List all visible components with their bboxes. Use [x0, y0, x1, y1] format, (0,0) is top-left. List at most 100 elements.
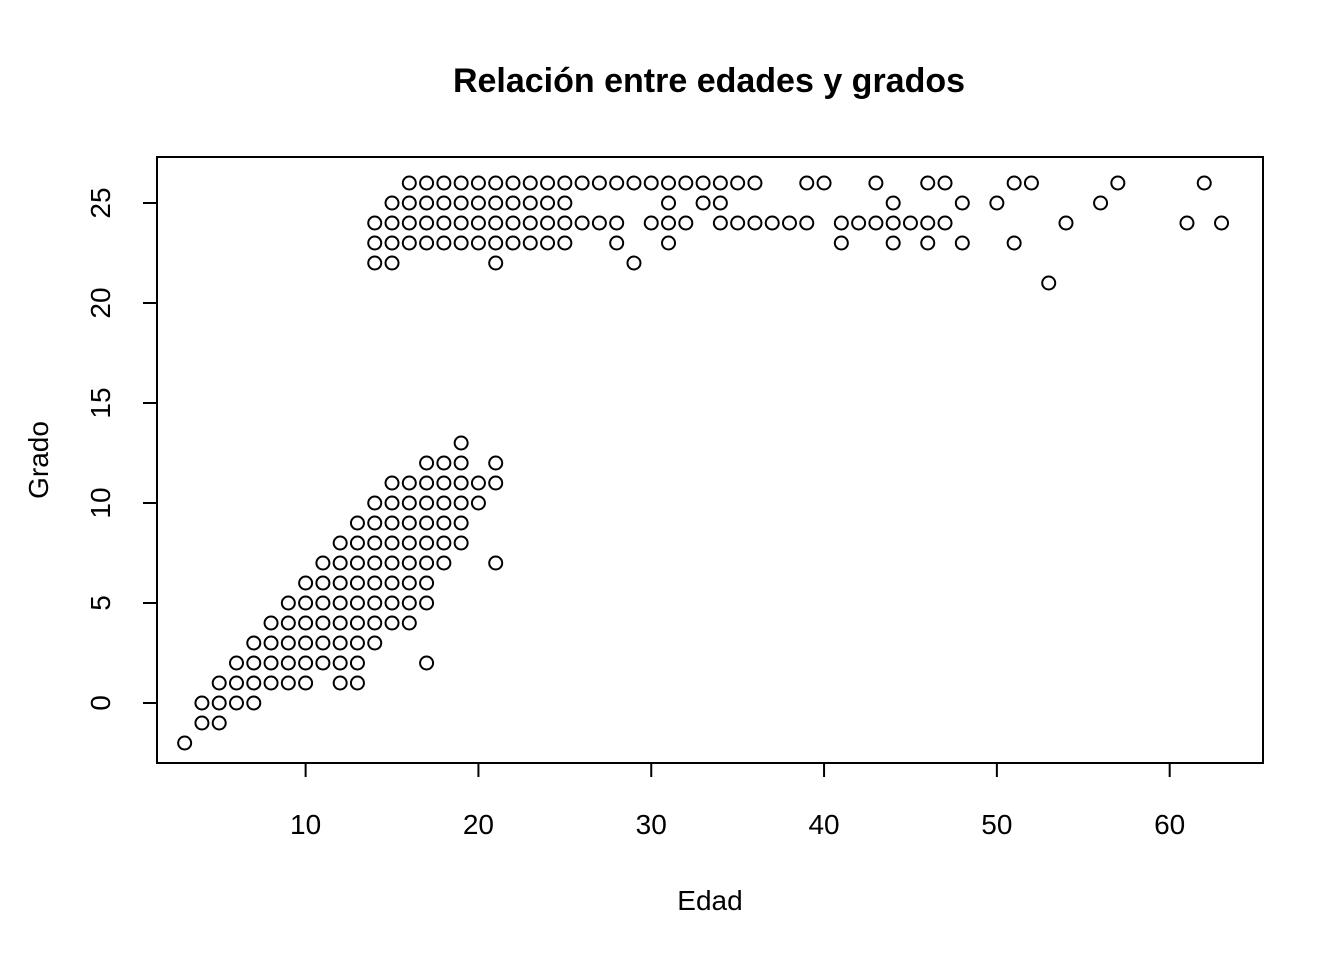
y-tick-label: 20 [85, 287, 116, 318]
data-point [436, 555, 452, 571]
data-point [384, 255, 400, 271]
data-point [730, 215, 746, 231]
data-point [419, 575, 435, 591]
data-point [470, 495, 486, 511]
data-point [695, 195, 711, 211]
data-points [177, 175, 1230, 751]
data-point [419, 535, 435, 551]
data-point [367, 635, 383, 651]
data-point [298, 615, 314, 631]
data-point [436, 475, 452, 491]
data-point [194, 715, 210, 731]
data-point [989, 195, 1005, 211]
data-point [349, 515, 365, 531]
data-point [453, 455, 469, 471]
data-point [384, 535, 400, 551]
data-point [868, 215, 884, 231]
data-point [488, 555, 504, 571]
data-point [453, 475, 469, 491]
data-point [384, 555, 400, 571]
data-point [419, 475, 435, 491]
data-point [401, 235, 417, 251]
data-point [315, 655, 331, 671]
data-point [470, 175, 486, 191]
data-point [367, 615, 383, 631]
data-point [522, 235, 538, 251]
data-point [436, 215, 452, 231]
data-point [298, 655, 314, 671]
y-axis-label: Grado [23, 421, 54, 499]
data-point [419, 655, 435, 671]
data-point [401, 535, 417, 551]
data-point [470, 215, 486, 231]
data-point [401, 595, 417, 611]
data-point [367, 535, 383, 551]
data-point [591, 215, 607, 231]
data-point [367, 215, 383, 231]
data-point [246, 675, 262, 691]
y-tick-label: 15 [85, 387, 116, 418]
data-point [505, 235, 521, 251]
data-point [315, 575, 331, 591]
data-point [937, 215, 953, 231]
data-point [954, 195, 970, 211]
data-point [419, 495, 435, 511]
y-axis: 0 5 10 15 20 25 [85, 187, 158, 711]
x-tick-label: 30 [636, 809, 667, 840]
x-tick-label: 20 [463, 809, 494, 840]
data-point [885, 195, 901, 211]
data-point [747, 175, 763, 191]
data-point [1196, 175, 1212, 191]
data-point [280, 675, 296, 691]
data-point [1023, 175, 1039, 191]
data-point [609, 175, 625, 191]
data-point [868, 175, 884, 191]
data-point [349, 595, 365, 611]
data-point [488, 195, 504, 211]
data-point [436, 455, 452, 471]
data-point [419, 595, 435, 611]
data-point [246, 655, 262, 671]
data-point [643, 175, 659, 191]
data-point [349, 655, 365, 671]
data-point [470, 475, 486, 491]
data-point [453, 215, 469, 231]
data-point [626, 175, 642, 191]
data-point [332, 535, 348, 551]
x-tick-label: 10 [290, 809, 321, 840]
data-point [920, 215, 936, 231]
data-point [678, 215, 694, 231]
data-point [332, 655, 348, 671]
data-point [298, 675, 314, 691]
data-point [228, 695, 244, 711]
data-point [505, 215, 521, 231]
data-point [470, 195, 486, 211]
data-point [1006, 175, 1022, 191]
data-point [263, 635, 279, 651]
data-point [712, 195, 728, 211]
data-point [419, 455, 435, 471]
data-point [505, 195, 521, 211]
data-point [401, 615, 417, 631]
data-point [661, 235, 677, 251]
data-point [401, 175, 417, 191]
x-axis-label: Edad [677, 885, 742, 916]
data-point [453, 435, 469, 451]
data-point [332, 635, 348, 651]
data-point [436, 515, 452, 531]
data-point [540, 235, 556, 251]
data-point [367, 255, 383, 271]
data-point [401, 475, 417, 491]
data-point [384, 195, 400, 211]
data-point [1058, 215, 1074, 231]
data-point [574, 175, 590, 191]
data-point [1006, 235, 1022, 251]
data-point [488, 475, 504, 491]
data-point [419, 175, 435, 191]
data-point [367, 495, 383, 511]
data-point [384, 575, 400, 591]
y-tick-label: 10 [85, 487, 116, 518]
data-point [419, 515, 435, 531]
data-point [436, 175, 452, 191]
data-point [384, 495, 400, 511]
